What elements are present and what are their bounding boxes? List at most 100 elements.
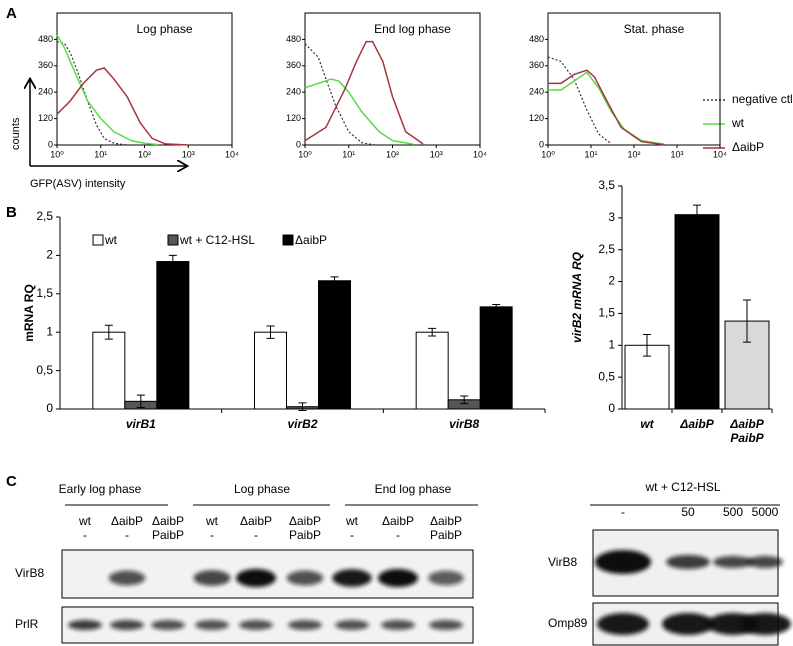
- band: [713, 556, 753, 568]
- y-tick-label: 3,5: [598, 178, 615, 192]
- x-tick-label: 10³: [670, 149, 683, 159]
- y-tick-label: 1: [608, 337, 615, 351]
- y-tick-label: 0,5: [598, 369, 615, 383]
- band: [378, 569, 418, 587]
- y-tick-label: 2: [46, 248, 53, 262]
- bar: [92, 331, 126, 410]
- panel-label: A: [6, 5, 17, 22]
- band: [381, 620, 415, 630]
- error-bar: [693, 204, 701, 225]
- band: [151, 620, 185, 630]
- y-axis-label: virB2 mRNA RQ: [570, 251, 584, 343]
- lane-label: -: [396, 528, 400, 542]
- y-tick-label: 240: [529, 87, 544, 97]
- y-tick-label: 360: [38, 60, 53, 70]
- error-bar: [168, 254, 177, 269]
- x-tick-label: 10⁴: [713, 149, 727, 159]
- lane-label: PaibP: [289, 528, 321, 542]
- y-tick-label: 120: [286, 113, 301, 123]
- band: [666, 555, 710, 569]
- y-tick-label: 480: [529, 34, 544, 44]
- data-line: [56, 67, 189, 146]
- x-axis-label: GFP(ASV) intensity: [30, 178, 126, 190]
- error-bar: [643, 333, 651, 357]
- y-tick-label: 0: [46, 401, 53, 415]
- lane-label: -: [125, 528, 129, 542]
- panel-label: C: [6, 473, 17, 490]
- x-tick-label: 10²: [386, 149, 399, 159]
- y-tick-label: 2: [608, 274, 615, 288]
- lane-label: PaibP: [152, 528, 184, 542]
- error-bar: [298, 402, 307, 412]
- lane-label: PaibP: [430, 528, 462, 542]
- lane-label: -: [254, 528, 258, 542]
- group-label: wt + C12-HSL: [644, 480, 720, 494]
- data-line: [304, 40, 424, 145]
- x-tick-label: 10²: [627, 149, 640, 159]
- band: [236, 569, 276, 587]
- group-label: Early log phase: [59, 482, 142, 496]
- band: [288, 620, 322, 630]
- x-tick-label: 10²: [138, 149, 151, 159]
- x-tick-label: 10⁰: [50, 149, 64, 159]
- legend-label: ΔaibP: [732, 140, 764, 154]
- band: [193, 570, 231, 586]
- lane-label: ΔaibP: [382, 514, 414, 528]
- legend-label: wt: [104, 233, 118, 247]
- y-tick-label: 360: [529, 60, 544, 70]
- bar: [156, 261, 190, 410]
- y-tick-label: 0: [296, 139, 301, 149]
- x-tick-label: virB8: [449, 417, 479, 431]
- band: [747, 556, 783, 568]
- y-tick-label: 240: [286, 87, 301, 97]
- y-axis-label: counts: [10, 117, 22, 150]
- row-label: VirB8: [15, 566, 44, 580]
- y-tick-label: 0: [48, 139, 53, 149]
- x-tick-label: virB1: [126, 417, 156, 431]
- panel-label: B: [6, 204, 17, 221]
- x-tick-label: ΔaibP: [679, 417, 714, 431]
- lane-label: 50: [681, 505, 695, 519]
- group-label: End log phase: [375, 482, 452, 496]
- lane-label: -: [350, 528, 354, 542]
- lane-label: wt: [78, 514, 92, 528]
- y-axis-label: mRNA RQ: [22, 284, 36, 342]
- lane-label: ΔaibP: [289, 514, 321, 528]
- lane-label: ΔaibP: [152, 514, 184, 528]
- error-bar: [428, 327, 437, 337]
- chart-title: End log phase: [374, 22, 451, 36]
- error-bar: [743, 299, 751, 343]
- row-label: Omp89: [548, 616, 588, 630]
- x-tick-label: 10⁰: [541, 149, 555, 159]
- x-tick-label: 10³: [430, 149, 443, 159]
- band: [597, 613, 649, 635]
- x-tick-label: wt: [640, 417, 654, 431]
- y-tick-label: 1: [46, 324, 53, 338]
- x-tick-label: virB2: [287, 417, 317, 431]
- band: [662, 613, 714, 635]
- legend-swatch: [92, 234, 104, 246]
- band: [239, 620, 273, 630]
- error-bar: [104, 324, 113, 340]
- chart-title: Log phase: [136, 22, 192, 36]
- y-tick-label: 1,5: [598, 306, 615, 320]
- legend-label: negative ctl: [732, 92, 793, 106]
- lane-label: 5000: [752, 505, 779, 519]
- x-tick-label: 10⁴: [473, 149, 487, 159]
- y-tick-label: 0: [539, 139, 544, 149]
- y-tick-label: 120: [38, 113, 53, 123]
- y-tick-label: 3: [608, 210, 615, 224]
- bar: [674, 214, 720, 410]
- legend-label: wt: [731, 116, 745, 130]
- legend-swatch: [167, 234, 179, 246]
- band: [429, 620, 463, 630]
- lane-label: ΔaibP: [111, 514, 143, 528]
- y-tick-label: 0,5: [36, 363, 53, 377]
- band: [335, 620, 369, 630]
- data-line: [548, 71, 665, 146]
- band: [428, 570, 464, 586]
- band: [108, 570, 146, 586]
- x-tick-label: PaibP: [730, 431, 764, 445]
- x-tick-label: 10¹: [342, 149, 355, 159]
- y-tick-label: 480: [38, 34, 53, 44]
